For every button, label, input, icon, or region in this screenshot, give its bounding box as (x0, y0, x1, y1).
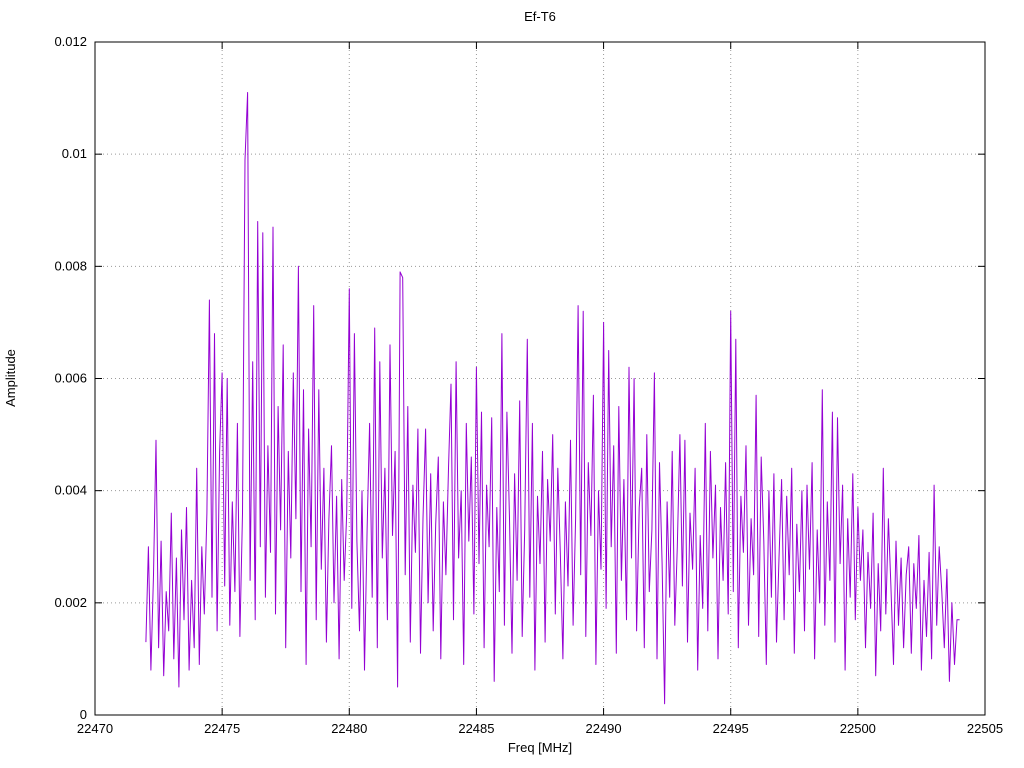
grid (95, 42, 985, 715)
tick-marks (94, 41, 986, 716)
chart-title: Ef-T6 (524, 9, 556, 24)
x-axis-label: Freq [MHz] (508, 740, 572, 755)
x-tick-label: 22480 (331, 721, 367, 736)
x-tick-label: 22470 (77, 721, 113, 736)
x-tick-label: 22485 (458, 721, 494, 736)
y-tick-label: 0.01 (62, 146, 87, 161)
y-tick-label: 0.004 (54, 483, 87, 498)
y-tick-label: 0.002 (54, 595, 87, 610)
x-tick-label: 22490 (585, 721, 621, 736)
y-tick-label: 0.012 (54, 34, 87, 49)
x-tick-label: 22500 (840, 721, 876, 736)
x-tick-label: 22475 (204, 721, 240, 736)
y-tick-label: 0.008 (54, 258, 87, 273)
y-axis-label: Amplitude (3, 349, 18, 407)
series-line-Ef-T6 (145, 92, 960, 705)
y-tick-label: 0 (80, 707, 87, 722)
y-tick-label: 0.006 (54, 371, 87, 386)
data-series (145, 92, 960, 705)
x-tick-label: 22505 (967, 721, 1003, 736)
tick-labels: 22470 22475 22480 22485 22490 22495 22500 22505… (54, 34, 1003, 736)
x-tick-label: 22495 (713, 721, 749, 736)
